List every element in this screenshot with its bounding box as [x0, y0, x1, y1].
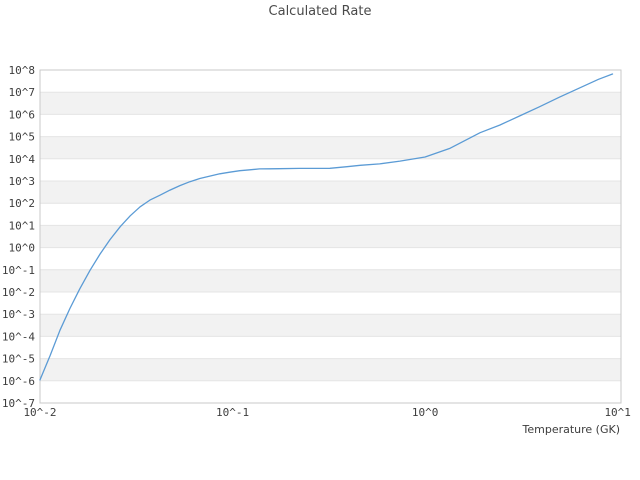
y-tick-label: 10^3 [9, 175, 36, 188]
x-axis-title: Temperature (GK) [522, 423, 621, 436]
y-tick-label: 10^2 [9, 197, 36, 210]
x-tick-label: 10^-1 [216, 406, 249, 419]
band-row [40, 181, 621, 204]
x-tick-label: 10^-2 [23, 406, 56, 419]
y-tick-label: 10^-3 [2, 308, 35, 321]
plot-border [39, 69, 622, 404]
y-tick-label: 10^4 [9, 153, 36, 166]
band-row [40, 225, 621, 248]
y-tick-label: 10^0 [9, 242, 36, 255]
y-tick-label: 10^-2 [2, 286, 35, 299]
chart-title: Calculated Rate [268, 4, 372, 19]
y-tick-label: 10^1 [9, 219, 36, 232]
y-tick-label: 10^6 [9, 108, 36, 121]
y-tick-label: 10^7 [9, 86, 36, 99]
y-tick-label: 10^5 [9, 131, 36, 144]
band-row [40, 314, 621, 337]
band-row [40, 358, 621, 381]
y-tick-label: 10^-1 [2, 264, 35, 277]
y-tick-label: 10^-7 [2, 397, 35, 410]
y-tick-label: 10^-4 [2, 330, 35, 343]
band-row [40, 269, 621, 292]
band-row [40, 92, 621, 115]
y-tick-label: 10^-5 [2, 353, 35, 366]
rate-curve [39, 73, 614, 381]
x-tick-label: 10^1 [604, 406, 631, 419]
x-tick-label: 10^0 [412, 406, 439, 419]
y-tick-label: 10^-6 [2, 375, 35, 388]
band-row [40, 136, 621, 159]
y-tick-label: 10^8 [9, 64, 36, 77]
